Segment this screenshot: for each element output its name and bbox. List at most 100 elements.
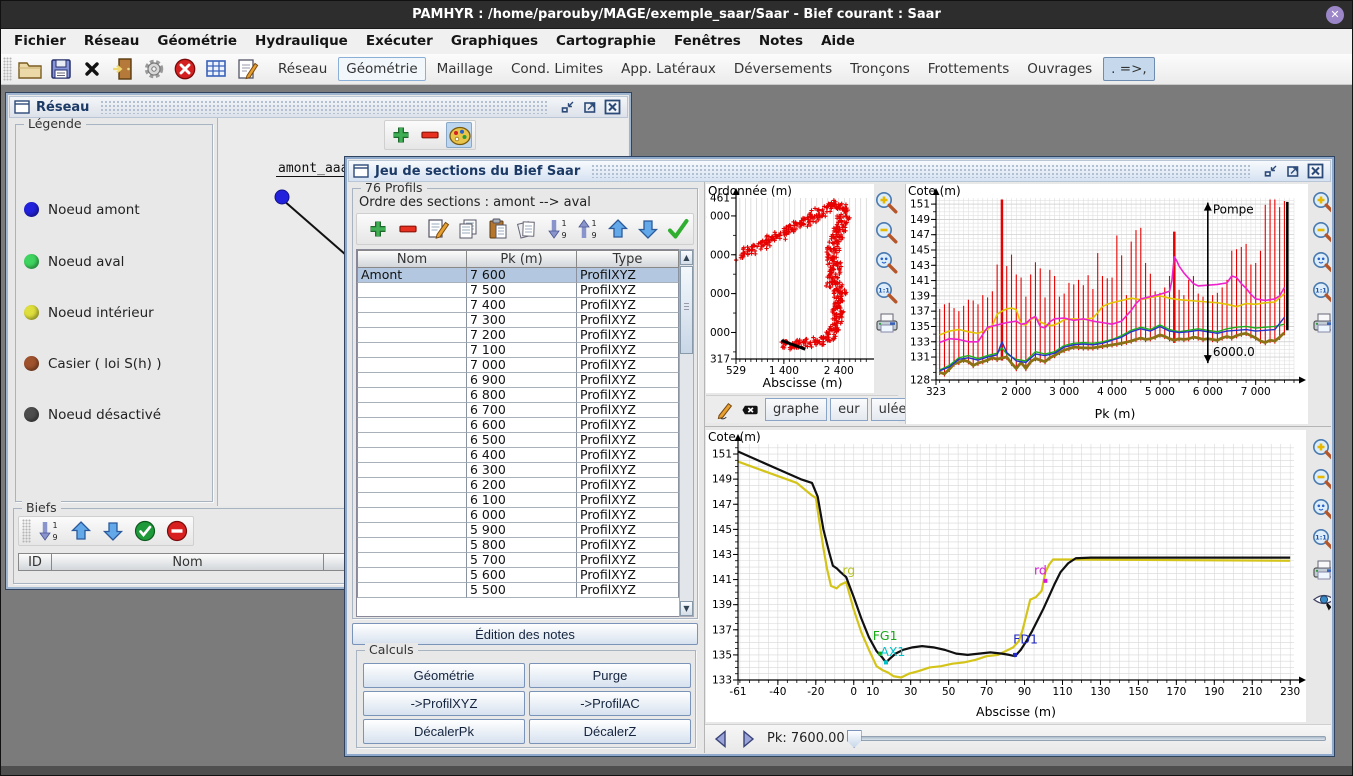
section-cell-type[interactable]: ProfilXYZ: [577, 283, 679, 298]
close-tab-icon[interactable]: [739, 399, 761, 421]
section-cell-type[interactable]: ProfilXYZ: [577, 268, 679, 283]
section-cell-nom[interactable]: [357, 478, 467, 493]
section-row[interactable]: 6 500 ProfilXYZ: [357, 433, 679, 448]
section-cell-pk[interactable]: 7 300: [467, 313, 577, 328]
section-row[interactable]: 6 200 ProfilXYZ: [357, 478, 679, 493]
section-row[interactable]: 7 300 ProfilXYZ: [357, 313, 679, 328]
section-cell-pk[interactable]: 6 500: [467, 433, 577, 448]
biefs-toolbar-handle[interactable]: [22, 519, 31, 543]
toolbar-button-ouvrages[interactable]: Ouvrages: [1027, 61, 1093, 77]
section-cell-type[interactable]: ProfilXYZ: [577, 448, 679, 463]
section-cell-type[interactable]: ProfilXYZ: [577, 388, 679, 403]
move-down-icon[interactable]: [100, 518, 126, 544]
maximize-button[interactable]: [582, 99, 599, 115]
section-cell-pk[interactable]: 5 600: [467, 568, 577, 583]
section-cell-pk[interactable]: 6 300: [467, 463, 577, 478]
menu-aide[interactable]: Aide: [821, 33, 855, 49]
section-cell-type[interactable]: ProfilXYZ: [577, 508, 679, 523]
previous-section-button[interactable]: [710, 728, 732, 750]
zoom-out-icon[interactable]: [1311, 467, 1331, 492]
section-row[interactable]: 7 200 ProfilXYZ: [357, 328, 679, 343]
menu-geometrie[interactable]: Géométrie: [157, 33, 238, 49]
paste-icon[interactable]: [485, 216, 511, 242]
remove-circle-icon[interactable]: [164, 518, 190, 544]
menu-cartographie[interactable]: Cartographie: [556, 33, 656, 49]
sections-column-header[interactable]: Nom: [357, 250, 467, 268]
section-cell-type[interactable]: ProfilXYZ: [577, 298, 679, 313]
app-close-icon[interactable]: ✕: [1326, 6, 1344, 24]
section-cell-nom[interactable]: Amont: [357, 268, 467, 283]
move-up-icon[interactable]: [605, 216, 631, 242]
scroll-down-icon[interactable]: ▼: [680, 601, 693, 616]
section-cell-nom[interactable]: [357, 493, 467, 508]
section-row[interactable]: 5 700 ProfilXYZ: [357, 553, 679, 568]
section-cell-pk[interactable]: 6 600: [467, 418, 577, 433]
section-cell-nom[interactable]: [357, 523, 467, 538]
maximize-button[interactable]: [1285, 163, 1302, 179]
section-cell-type[interactable]: ProfilXYZ: [577, 373, 679, 388]
section-cell-type[interactable]: ProfilXYZ: [577, 553, 679, 568]
exit-door-icon[interactable]: [110, 56, 136, 82]
minimize-button[interactable]: [560, 99, 577, 115]
view-tab[interactable]: eur: [830, 398, 868, 421]
visibility-eye-icon[interactable]: [1311, 587, 1331, 612]
menu-graphiques[interactable]: Graphiques: [450, 33, 539, 49]
sections-column-header[interactable]: Type: [577, 250, 679, 268]
section-row[interactable]: 7 100 ProfilXYZ: [357, 343, 679, 358]
minimize-button[interactable]: [1263, 163, 1280, 179]
move-up-icon[interactable]: [68, 518, 94, 544]
section-cell-type[interactable]: ProfilXYZ: [577, 313, 679, 328]
section-cell-nom[interactable]: [357, 343, 467, 358]
calc-button-decalerpk[interactable]: DécalerPk: [363, 719, 525, 744]
toolbar-button-reseau[interactable]: Réseau: [278, 61, 328, 77]
view-tab[interactable]: graphe: [765, 398, 828, 421]
node-label[interactable]: amont_aaa: [276, 161, 351, 177]
calc-button-decalerz[interactable]: DécalerZ: [529, 719, 691, 744]
section-cell-nom[interactable]: [357, 298, 467, 313]
section-row[interactable]: 6 600 ProfilXYZ: [357, 418, 679, 433]
toolbar-button-deversements[interactable]: Déversements: [733, 61, 833, 77]
menu-reseau[interactable]: Réseau: [83, 33, 140, 49]
section-cell-nom[interactable]: [357, 583, 467, 598]
section-cell-type[interactable]: ProfilXYZ: [577, 568, 679, 583]
section-cell-nom[interactable]: [357, 433, 467, 448]
notes-icon[interactable]: [234, 56, 260, 82]
save-icon[interactable]: [48, 56, 74, 82]
zoom-out-icon[interactable]: [874, 220, 899, 245]
section-cell-pk[interactable]: 5 900: [467, 523, 577, 538]
section-row[interactable]: 5 500 ProfilXYZ: [357, 583, 679, 598]
remove-icon[interactable]: [417, 122, 443, 148]
section-row[interactable]: 5 600 ProfilXYZ: [357, 568, 679, 583]
add-icon[interactable]: [388, 122, 414, 148]
section-row[interactable]: 6 000 ProfilXYZ: [357, 508, 679, 523]
section-row[interactable]: 6 800 ProfilXYZ: [357, 388, 679, 403]
print-icon[interactable]: [1311, 557, 1331, 582]
stop-icon[interactable]: [172, 56, 198, 82]
edit-notes-button[interactable]: Édition des notes: [352, 623, 698, 645]
copy-icon[interactable]: [455, 216, 481, 242]
toolbar-button-maillage[interactable]: Maillage: [436, 61, 493, 77]
section-cell-nom[interactable]: [357, 538, 467, 553]
validate-icon[interactable]: [665, 216, 691, 242]
section-cell-pk[interactable]: 6 100: [467, 493, 577, 508]
section-cell-pk[interactable]: 6 400: [467, 448, 577, 463]
section-row[interactable]: 7 400 ProfilXYZ: [357, 298, 679, 313]
section-cell-type[interactable]: ProfilXYZ: [577, 343, 679, 358]
close-button[interactable]: [604, 99, 621, 115]
sections-window-titlebar[interactable]: Jeu de sections du Bief Saar: [348, 160, 1331, 182]
close-button[interactable]: [1307, 163, 1324, 179]
validate-circle-icon[interactable]: [132, 518, 158, 544]
zoom-out-icon[interactable]: [1311, 220, 1331, 245]
calc-button-purge[interactable]: Purge: [529, 663, 691, 688]
section-cell-type[interactable]: ProfilXYZ: [577, 418, 679, 433]
section-cell-nom[interactable]: [357, 448, 467, 463]
biefs-column-header[interactable]: Nom: [52, 553, 324, 571]
section-cell-type[interactable]: ProfilXYZ: [577, 583, 679, 598]
zoom-1-1-icon[interactable]: 1:1: [1311, 280, 1331, 305]
duplicate-icon[interactable]: [515, 216, 541, 242]
section-cell-type[interactable]: ProfilXYZ: [577, 463, 679, 478]
menu-hydraulique[interactable]: Hydraulique: [255, 33, 348, 49]
section-row[interactable]: 6 400 ProfilXYZ: [357, 448, 679, 463]
section-cell-type[interactable]: ProfilXYZ: [577, 403, 679, 418]
